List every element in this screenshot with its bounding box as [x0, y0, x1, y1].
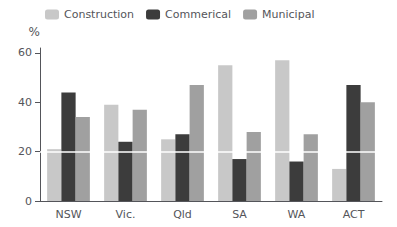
svg-text:SA: SA [232, 208, 247, 221]
svg-text:Municipal: Municipal [262, 8, 314, 21]
svg-text:ACT: ACT [343, 208, 365, 221]
svg-text:0: 0 [25, 195, 32, 208]
svg-text:%: % [29, 25, 40, 39]
svg-text:20: 20 [18, 145, 32, 158]
svg-text:60: 60 [18, 46, 32, 59]
svg-text:Qld: Qld [173, 208, 192, 221]
svg-text:40: 40 [18, 96, 32, 109]
svg-text:Construction: Construction [64, 8, 134, 21]
svg-text:Vic.: Vic. [116, 208, 136, 221]
svg-text:Commerical: Commerical [165, 8, 231, 21]
svg-text:WA: WA [288, 208, 306, 221]
svg-text:NSW: NSW [55, 208, 81, 221]
